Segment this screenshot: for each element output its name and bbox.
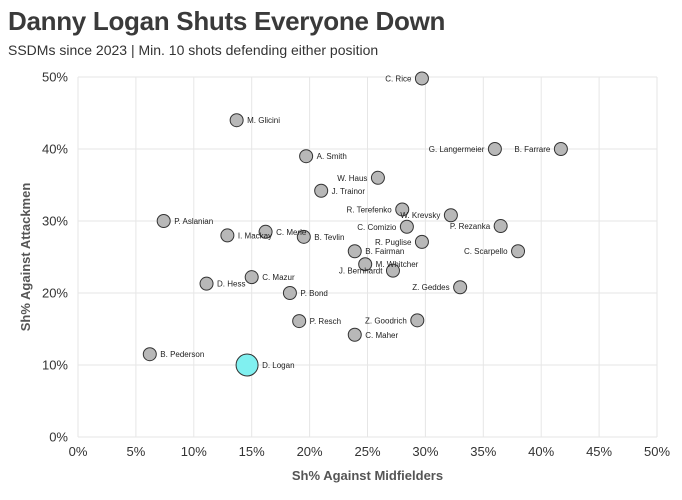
point-label: B. Tevlin [314,233,344,242]
data-point [358,257,373,272]
x-tick-label: 15% [239,444,265,459]
data-point [511,244,526,259]
data-point [493,219,508,234]
y-tick-label: 50% [42,70,68,85]
point-label: Z. Geddes [412,283,449,292]
data-point [282,286,297,300]
data-point [244,270,259,285]
point-label: C. Maher [365,331,398,340]
point-label: A. Smith [317,152,347,161]
data-point [156,214,171,228]
y-tick-label: 20% [42,286,68,301]
point-label: D. Logan [262,361,294,370]
point-label: C. Rice [385,74,412,83]
data-point [299,149,314,164]
point-label: C. Mazur [262,273,295,282]
point-label: G. Langermeier [429,145,485,154]
data-point [385,263,400,278]
chart-title: Danny Logan Shuts Everyone Down [8,6,446,36]
data-point [314,183,329,198]
point-label: R. Puglise [375,238,412,247]
point-label: B. Fairman [365,247,404,256]
data-point [410,313,425,328]
x-tick-label: 45% [586,444,612,459]
x-tick-label: 20% [297,444,323,459]
x-tick-label: 30% [412,444,438,459]
point-label: M. Glicini [247,116,280,125]
point-label: R. Terefenko [347,205,393,214]
point-label: W. Haus [337,174,367,183]
data-point [487,142,502,156]
data-point [553,142,568,156]
point-label: P. Resch [310,317,341,326]
point-label: C. Scarpello [464,247,508,256]
data-point [443,208,458,223]
x-tick-label: 40% [528,444,554,459]
point-label: P. Rezanka [450,222,491,231]
data-point [414,234,429,249]
data-point [258,224,273,239]
point-label: C. Merle [276,228,307,237]
x-tick-label: 10% [181,444,207,459]
point-label: B. Pederson [160,350,204,359]
point-label: P. Aslanian [174,217,213,226]
y-tick-label: 0% [49,430,68,445]
x-tick-label: 25% [354,444,380,459]
data-point [220,228,235,243]
y-tick-label: 40% [42,142,68,157]
chart-subtitle: SSDMs since 2023 | Min. 10 shots defendi… [8,42,379,58]
x-tick-label: 5% [127,444,146,459]
point-label: C. Comizio [357,223,397,232]
point-label: M. Whitcher [376,260,419,269]
data-point [370,170,385,185]
data-point [347,327,362,342]
data-point [199,276,214,291]
point-label: I. Mackay [238,231,272,240]
x-axis-label: Sh% Against Midfielders [292,468,443,483]
data-point [292,314,307,329]
point-label: D. Hess [217,280,245,289]
y-axis-label: Sh% Against Attackmen [18,183,33,332]
data-point [453,280,468,295]
point-label: J. Bernhardt [339,267,383,276]
data-point [414,71,429,86]
x-tick-label: 0% [69,444,88,459]
data-point [395,202,410,217]
x-tick-label: 35% [470,444,496,459]
data-point [296,229,311,244]
point-label: P. Bond [300,289,327,298]
y-tick-label: 10% [42,358,68,373]
y-tick-label: 30% [42,214,68,229]
point-label: B. Farrare [514,145,551,154]
x-tick-label: 50% [644,444,670,459]
data-point [399,219,414,234]
highlighted-point [235,353,259,377]
data-point [229,113,244,128]
data-point [142,347,157,362]
point-label: J. Trainor [332,187,366,196]
point-label: W. Krevsky [400,211,440,220]
data-point [347,244,362,259]
point-label: Z. Goodrich [365,316,407,325]
